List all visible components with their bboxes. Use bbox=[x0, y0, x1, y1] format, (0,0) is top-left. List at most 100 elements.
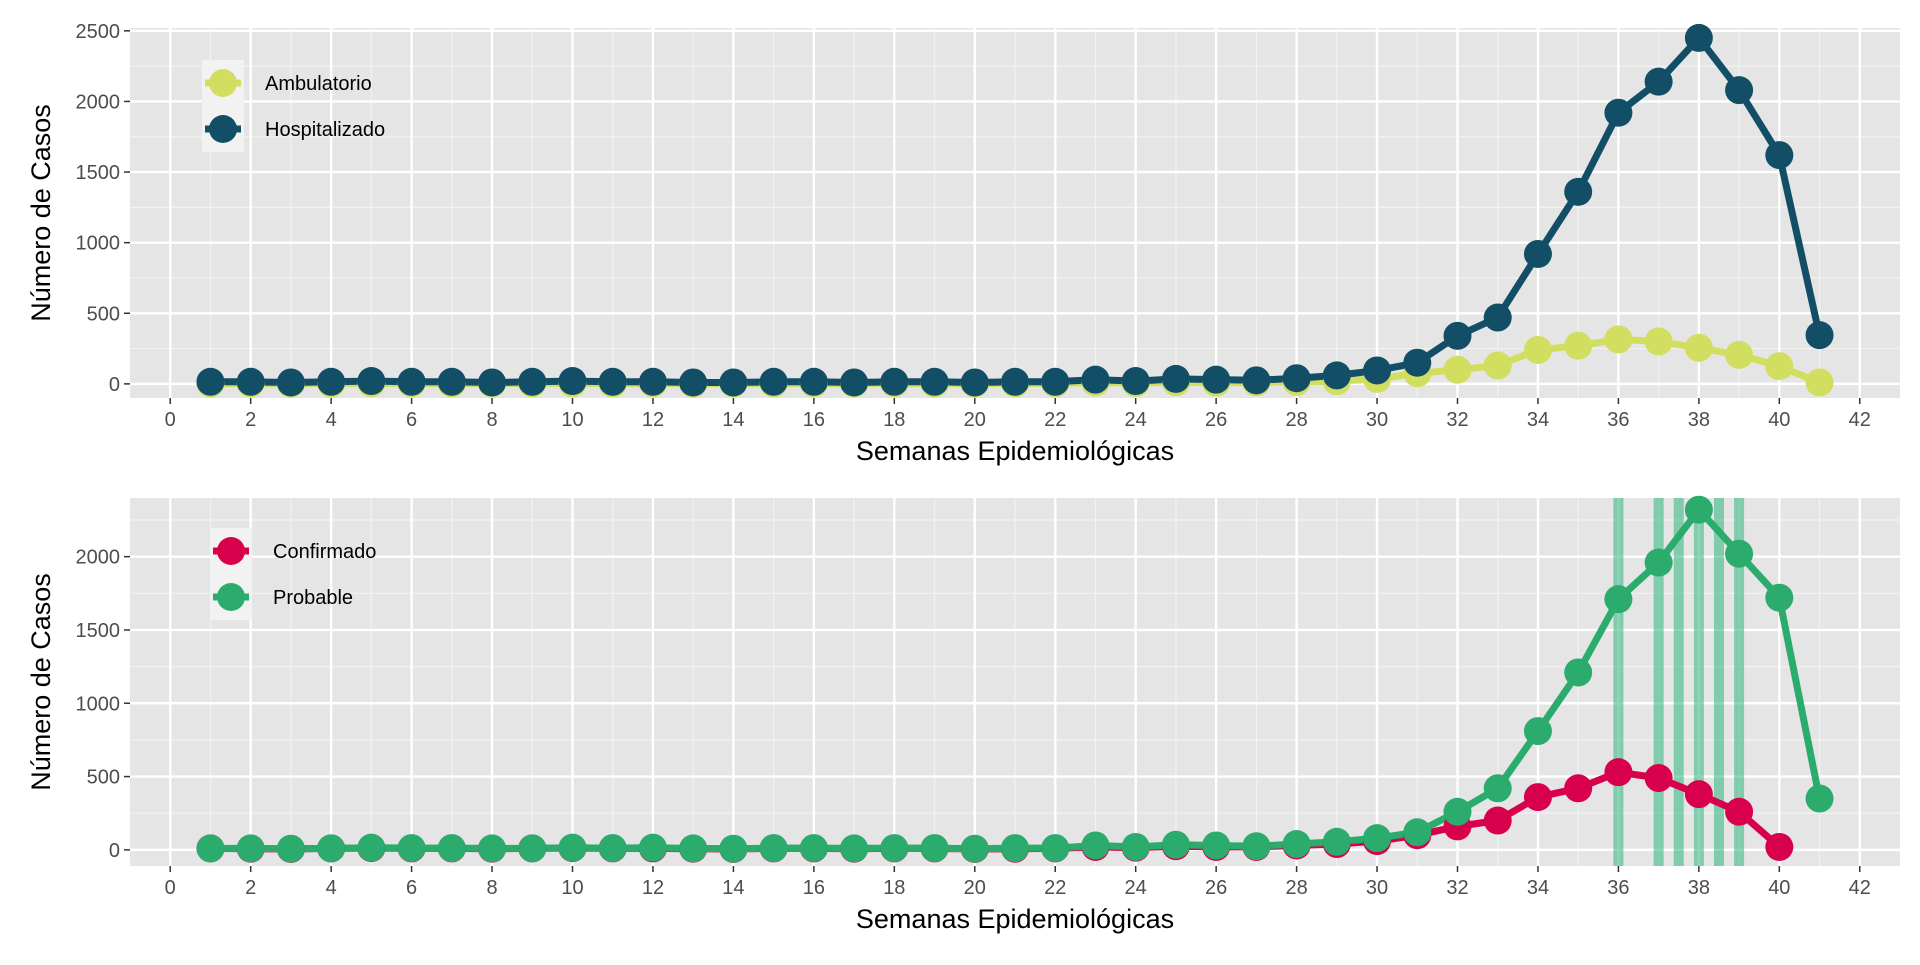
data-point-probable bbox=[1041, 834, 1070, 863]
data-point-ambulatorio bbox=[1564, 331, 1593, 360]
data-point-probable bbox=[1805, 784, 1834, 813]
data-point-hospitalizado bbox=[236, 367, 265, 396]
data-point-probable bbox=[1202, 831, 1231, 860]
data-point-hospitalizado bbox=[397, 367, 426, 396]
data-point-ambulatorio bbox=[1604, 325, 1633, 354]
data-point-ambulatorio bbox=[1725, 340, 1754, 369]
data-point-ambulatorio bbox=[1483, 351, 1512, 380]
x-tick-label: 42 bbox=[1849, 877, 1871, 899]
x-tick-label: 0 bbox=[165, 877, 176, 899]
y-tick-label: 0 bbox=[109, 374, 120, 396]
chart-panel-1: 0 2 4 6 8 10 12 14 16 18 20 22 24 26 28 30 32 34 36 38 40 420… bbox=[26, 21, 1900, 466]
data-point-hospitalizado bbox=[478, 368, 507, 397]
legend-label-probable: Probable bbox=[273, 587, 353, 609]
chart-panel-2: 0 2 4 6 8 10 12 14 16 18 20 22 24 26 28 30 32 34 36 38 40 420… bbox=[26, 495, 1900, 934]
data-point-hospitalizado bbox=[1081, 365, 1110, 394]
data-point-hospitalizado bbox=[799, 367, 828, 396]
x-tick-label: 38 bbox=[1688, 409, 1710, 431]
data-point-confirmado bbox=[1483, 806, 1512, 835]
data-point-probable bbox=[518, 834, 547, 863]
data-point-hospitalizado bbox=[1161, 364, 1190, 393]
data-point-hospitalizado bbox=[1483, 303, 1512, 332]
data-point-probable bbox=[598, 834, 627, 863]
data-point-probable bbox=[960, 834, 989, 863]
data-point-probable bbox=[437, 834, 466, 863]
x-tick-label: 22 bbox=[1044, 409, 1066, 431]
data-point-probable bbox=[1282, 830, 1311, 859]
x-tick-label: 38 bbox=[1688, 877, 1710, 899]
data-point-hospitalizado bbox=[1282, 364, 1311, 393]
data-point-probable bbox=[1564, 658, 1593, 687]
data-point-probable bbox=[1081, 831, 1110, 860]
data-point-probable bbox=[759, 834, 788, 863]
data-point-confirmado bbox=[1765, 832, 1794, 861]
x-tick-label: 24 bbox=[1125, 409, 1147, 431]
x-tick-label: 4 bbox=[326, 409, 337, 431]
x-tick-label: 32 bbox=[1446, 877, 1468, 899]
x-tick-label: 2 bbox=[245, 877, 256, 899]
x-tick-label: 26 bbox=[1205, 877, 1227, 899]
data-point-probable bbox=[840, 834, 869, 863]
data-point-ambulatorio bbox=[1443, 355, 1472, 384]
data-point-hospitalizado bbox=[598, 367, 627, 396]
x-tick-label: 12 bbox=[642, 409, 664, 431]
data-point-hospitalizado bbox=[880, 367, 909, 396]
data-point-hospitalizado bbox=[840, 368, 869, 397]
data-point-probable bbox=[1242, 832, 1271, 861]
data-point-hospitalizado bbox=[638, 367, 667, 396]
data-point-probable bbox=[799, 834, 828, 863]
data-point-hospitalizado bbox=[1765, 141, 1794, 170]
x-tick-label: 10 bbox=[561, 877, 583, 899]
data-point-confirmado bbox=[1523, 783, 1552, 812]
data-point-hospitalizado bbox=[1202, 365, 1231, 394]
data-point-probable bbox=[478, 834, 507, 863]
data-point-ambulatorio bbox=[1684, 333, 1713, 362]
data-point-probable bbox=[1523, 717, 1552, 746]
data-point-probable bbox=[196, 834, 225, 863]
x-tick-label: 36 bbox=[1607, 409, 1629, 431]
data-point-hospitalizado bbox=[1322, 361, 1351, 390]
x-tick-label: 32 bbox=[1446, 409, 1468, 431]
legend-key-point bbox=[209, 115, 237, 143]
x-tick-label: 34 bbox=[1527, 877, 1549, 899]
data-point-probable bbox=[719, 834, 748, 863]
data-point-ambulatorio bbox=[1644, 327, 1673, 356]
data-point-confirmado bbox=[1564, 774, 1593, 803]
data-point-hospitalizado bbox=[437, 367, 466, 396]
data-point-confirmado bbox=[1684, 780, 1713, 809]
x-axis-title: Semanas Epidemiológicas bbox=[856, 436, 1174, 466]
x-tick-label: 16 bbox=[803, 877, 825, 899]
x-tick-label: 34 bbox=[1527, 409, 1549, 431]
x-tick-label: 10 bbox=[561, 409, 583, 431]
legend-label-confirmado: Confirmado bbox=[273, 541, 376, 563]
data-point-hospitalizado bbox=[196, 367, 225, 396]
x-tick-label: 16 bbox=[803, 409, 825, 431]
data-point-hospitalizado bbox=[960, 368, 989, 397]
data-point-probable bbox=[679, 834, 708, 863]
legend-key-point bbox=[209, 69, 237, 97]
y-tick-label: 2000 bbox=[76, 91, 121, 113]
data-point-probable bbox=[1121, 832, 1150, 861]
data-point-hospitalizado bbox=[920, 367, 949, 396]
data-point-hospitalizado bbox=[1242, 366, 1271, 395]
data-point-probable bbox=[1403, 818, 1432, 847]
x-tick-label: 14 bbox=[722, 409, 744, 431]
x-tick-label: 18 bbox=[883, 409, 905, 431]
y-axis-title: Número de Casos bbox=[26, 573, 56, 791]
y-tick-label: 0 bbox=[109, 840, 120, 862]
y-axis-title: Número de Casos bbox=[26, 104, 56, 322]
data-point-hospitalizado bbox=[1725, 76, 1754, 105]
x-tick-label: 20 bbox=[964, 877, 986, 899]
data-point-probable bbox=[357, 833, 386, 862]
data-point-probable bbox=[1684, 495, 1713, 524]
data-point-hospitalizado bbox=[1403, 348, 1432, 377]
data-point-hospitalizado bbox=[1121, 367, 1150, 396]
x-tick-label: 42 bbox=[1849, 409, 1871, 431]
y-tick-label: 2500 bbox=[76, 21, 121, 43]
y-tick-label: 500 bbox=[87, 303, 120, 325]
data-point-hospitalizado bbox=[1363, 356, 1392, 385]
x-tick-label: 28 bbox=[1285, 877, 1307, 899]
data-point-ambulatorio bbox=[1523, 335, 1552, 364]
